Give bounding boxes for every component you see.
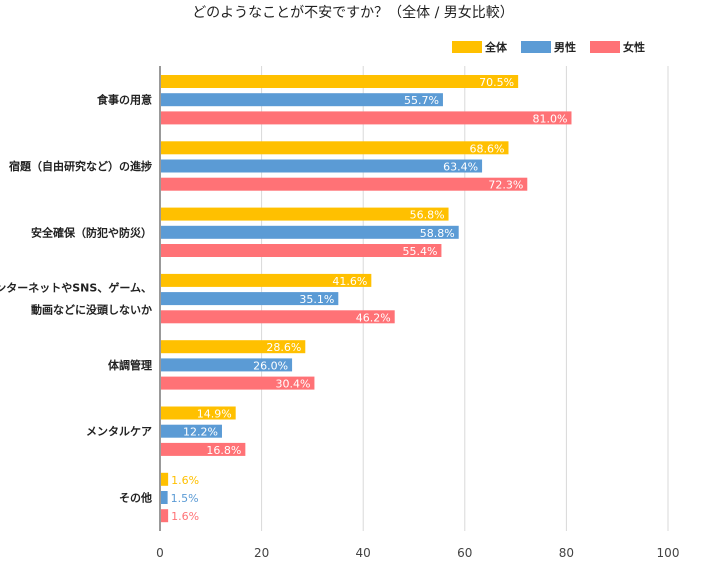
data-label: 28.6% bbox=[266, 341, 301, 354]
x-tick-label: 0 bbox=[156, 546, 164, 560]
legend-swatch-all bbox=[452, 41, 482, 53]
data-label: 16.8% bbox=[206, 444, 241, 457]
data-label: 55.4% bbox=[402, 245, 437, 258]
data-label: 70.5% bbox=[479, 76, 514, 89]
legend-label-all: 全体 bbox=[485, 41, 507, 54]
legend-label-female: 女性 bbox=[623, 41, 645, 54]
bar-all bbox=[161, 141, 509, 155]
category-label: 動画などに没頭しないか bbox=[31, 303, 152, 317]
data-label: 26.0% bbox=[253, 359, 288, 372]
x-tick-label: 100 bbox=[657, 546, 680, 560]
bar-male bbox=[161, 424, 222, 438]
bar-female bbox=[161, 310, 395, 324]
bar-male bbox=[161, 292, 339, 306]
bar-male bbox=[161, 159, 483, 173]
data-label: 14.9% bbox=[197, 408, 232, 421]
data-label: 41.6% bbox=[332, 275, 367, 288]
data-label: 72.3% bbox=[488, 179, 523, 192]
data-label: 63.4% bbox=[443, 161, 478, 174]
data-label: 1.6% bbox=[171, 510, 199, 523]
category-label: 食事の用意 bbox=[97, 93, 152, 107]
data-label: 81.0% bbox=[533, 112, 568, 125]
bar-female bbox=[161, 177, 528, 191]
bar-female bbox=[161, 442, 246, 456]
bar-all bbox=[161, 472, 169, 486]
legend-swatch-male bbox=[521, 41, 551, 53]
data-label: 58.8% bbox=[420, 227, 455, 240]
x-tick-label: 20 bbox=[254, 546, 269, 560]
bar-female bbox=[161, 111, 572, 125]
legend-item-all: 全体 bbox=[452, 39, 507, 55]
bar-female bbox=[161, 244, 442, 257]
bar-female bbox=[161, 376, 315, 390]
category-label: インターネットやSNS、ゲーム、 bbox=[0, 281, 152, 295]
bar-female bbox=[161, 509, 169, 523]
category-label: その他 bbox=[119, 491, 152, 505]
legend-swatch-female bbox=[590, 41, 620, 53]
legend-item-female: 女性 bbox=[590, 39, 645, 55]
legend: 全体 男性 女性 bbox=[452, 40, 659, 54]
data-label: 35.1% bbox=[299, 293, 334, 306]
x-tick-label: 40 bbox=[356, 546, 371, 560]
category-label: 宿題（自由研究など）の進捗 bbox=[9, 159, 152, 173]
bar-all bbox=[161, 273, 372, 287]
bar-male bbox=[161, 93, 443, 107]
data-label: 55.7% bbox=[404, 94, 439, 107]
bar-all bbox=[161, 75, 519, 88]
bar-male bbox=[161, 225, 459, 239]
category-label: 体調管理 bbox=[108, 358, 152, 372]
x-tick-label: 80 bbox=[559, 546, 574, 560]
data-label: 1.6% bbox=[171, 474, 199, 487]
data-label: 68.6% bbox=[470, 142, 505, 155]
bar-all bbox=[161, 340, 306, 354]
data-label: 56.8% bbox=[410, 209, 445, 222]
data-label: 12.2% bbox=[183, 426, 218, 439]
bar-male bbox=[161, 491, 168, 504]
category-label: メンタルケア bbox=[86, 425, 152, 438]
data-label: 1.5% bbox=[171, 492, 199, 505]
data-label: 46.2% bbox=[356, 311, 391, 324]
category-label: 安全確保（防犯や防災） bbox=[31, 225, 152, 239]
legend-item-male: 男性 bbox=[521, 39, 576, 55]
data-label: 30.4% bbox=[275, 378, 310, 391]
bar-male bbox=[161, 358, 293, 372]
x-tick-label: 60 bbox=[457, 546, 472, 560]
legend-label-male: 男性 bbox=[554, 41, 576, 54]
bar-all bbox=[161, 207, 449, 221]
chart-title: どのようなことが不安ですか？（全体 / 男女比較） bbox=[192, 5, 514, 21]
bar-all bbox=[161, 406, 236, 420]
